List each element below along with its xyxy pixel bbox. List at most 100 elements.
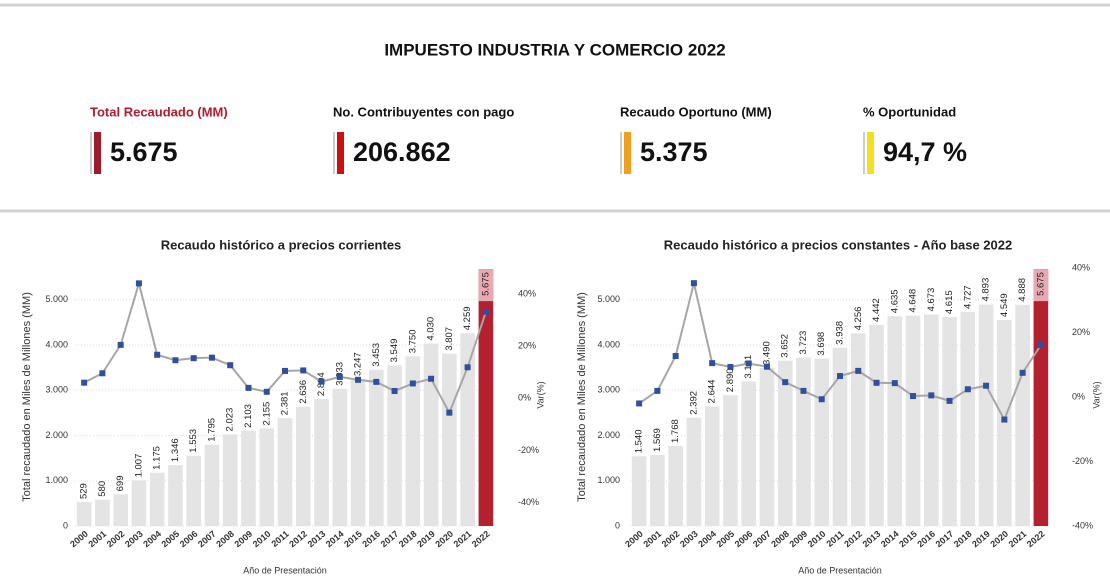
var-marker [782, 379, 789, 386]
bar [960, 312, 976, 526]
bar-label: 1.569 [652, 428, 663, 452]
var-marker [190, 355, 197, 362]
var-marker [855, 367, 862, 374]
bar [723, 395, 738, 526]
bar [259, 428, 275, 526]
var-marker [428, 375, 435, 382]
var-marker [709, 360, 716, 367]
var-marker [300, 367, 307, 374]
var-marker [946, 397, 953, 404]
bar-label: 2.890 [725, 368, 736, 392]
y2-tick-label: 0% [518, 393, 531, 403]
y-tick-label: 2.000 [597, 430, 620, 440]
var-marker [873, 379, 880, 386]
bar-label: 1.346 [170, 438, 181, 462]
chart-title: Recaudo histórico a precios corrientes [161, 237, 402, 252]
kpi-value: 206.862 [353, 137, 451, 167]
var-marker [81, 379, 88, 386]
bar [241, 430, 256, 526]
bar-label: 3.652 [780, 334, 791, 358]
y-tick-label: 1.000 [597, 475, 620, 485]
bar [832, 347, 848, 526]
y-axis-title: Total recaudado en Miles de Millones (MM… [576, 292, 588, 502]
x-axis-title: Año de Presentación [798, 565, 882, 575]
bar-label: 2.644 [707, 380, 718, 404]
bar [149, 472, 165, 526]
bar [350, 379, 366, 526]
bar-label: 4.648 [908, 289, 919, 313]
bar [1015, 304, 1030, 526]
label-box [478, 269, 494, 302]
bar [814, 358, 830, 526]
bar [997, 320, 1012, 526]
bar [704, 406, 720, 526]
bar-label: 3.247 [353, 352, 364, 376]
var-marker [355, 376, 362, 383]
var-marker [800, 387, 807, 394]
y-tick-label: 3.000 [45, 385, 68, 395]
y2-tick-label: 40% [1072, 262, 1090, 272]
bar [369, 369, 384, 526]
bar-label: 5.675 [480, 272, 491, 296]
y2-tick-label: -40% [1072, 520, 1093, 530]
bar [777, 360, 793, 526]
var-marker [336, 373, 343, 380]
bar [277, 418, 293, 526]
y2-tick-label: 40% [518, 288, 536, 298]
var-marker [1001, 416, 1008, 423]
bar-label: 3.549 [389, 339, 400, 363]
bar-label: 4.442 [871, 298, 882, 322]
bar-label: 5.675 [1035, 272, 1046, 296]
y2-tick-label: 20% [518, 341, 536, 351]
bar-label: 4.727 [962, 285, 973, 309]
y-tick-label: 2.000 [45, 430, 68, 440]
y2-tick-label: 20% [1072, 327, 1090, 337]
bar [978, 304, 994, 526]
bar [668, 445, 683, 526]
var-marker [1037, 342, 1044, 349]
bar-label: 529 [79, 483, 90, 499]
bar [850, 333, 866, 526]
var-marker [891, 380, 898, 387]
bar [423, 343, 439, 526]
y-tick-label: 1.000 [45, 475, 68, 485]
var-marker [727, 364, 734, 371]
bar [222, 434, 238, 526]
kpi-label: No. Contribuyentes con pago [333, 104, 514, 119]
var-marker [464, 364, 471, 371]
var-marker [373, 378, 380, 385]
kpi-label: % Oportunidad [863, 104, 956, 119]
bar [460, 333, 475, 526]
var-marker [391, 388, 398, 395]
bar [387, 365, 402, 526]
var-marker [409, 380, 416, 387]
bar-label: 3.750 [407, 329, 418, 353]
y2-axis-title: Var(%) [1091, 381, 1101, 408]
var-marker [745, 360, 752, 367]
bar [924, 314, 939, 526]
bar-label: 4.893 [981, 278, 992, 302]
bar-label: 3.490 [761, 341, 772, 365]
var-marker [135, 280, 142, 287]
bar-label: 3.807 [444, 327, 455, 351]
bar-label: 3.033 [334, 362, 345, 386]
bar-label: 3.453 [371, 343, 382, 367]
var-marker [99, 370, 106, 377]
bar-label: 4.615 [944, 290, 955, 314]
var-marker [928, 392, 935, 399]
var-marker [636, 400, 643, 407]
var-marker [282, 367, 288, 374]
var-marker [690, 280, 697, 287]
bar-label: 4.256 [853, 307, 864, 331]
y-tick-label: 4.000 [45, 339, 68, 349]
var-marker [318, 378, 325, 385]
bar [131, 480, 147, 526]
y2-axis-title: Var(%) [535, 381, 545, 408]
y2-tick-label: -40% [518, 497, 539, 507]
chart-title: Recaudo histórico a precios constantes -… [664, 237, 1012, 252]
kpi-accent [867, 132, 874, 174]
y2-tick-label: 0% [1072, 391, 1085, 401]
bar-label: 1.553 [188, 429, 199, 453]
bar [650, 454, 665, 526]
